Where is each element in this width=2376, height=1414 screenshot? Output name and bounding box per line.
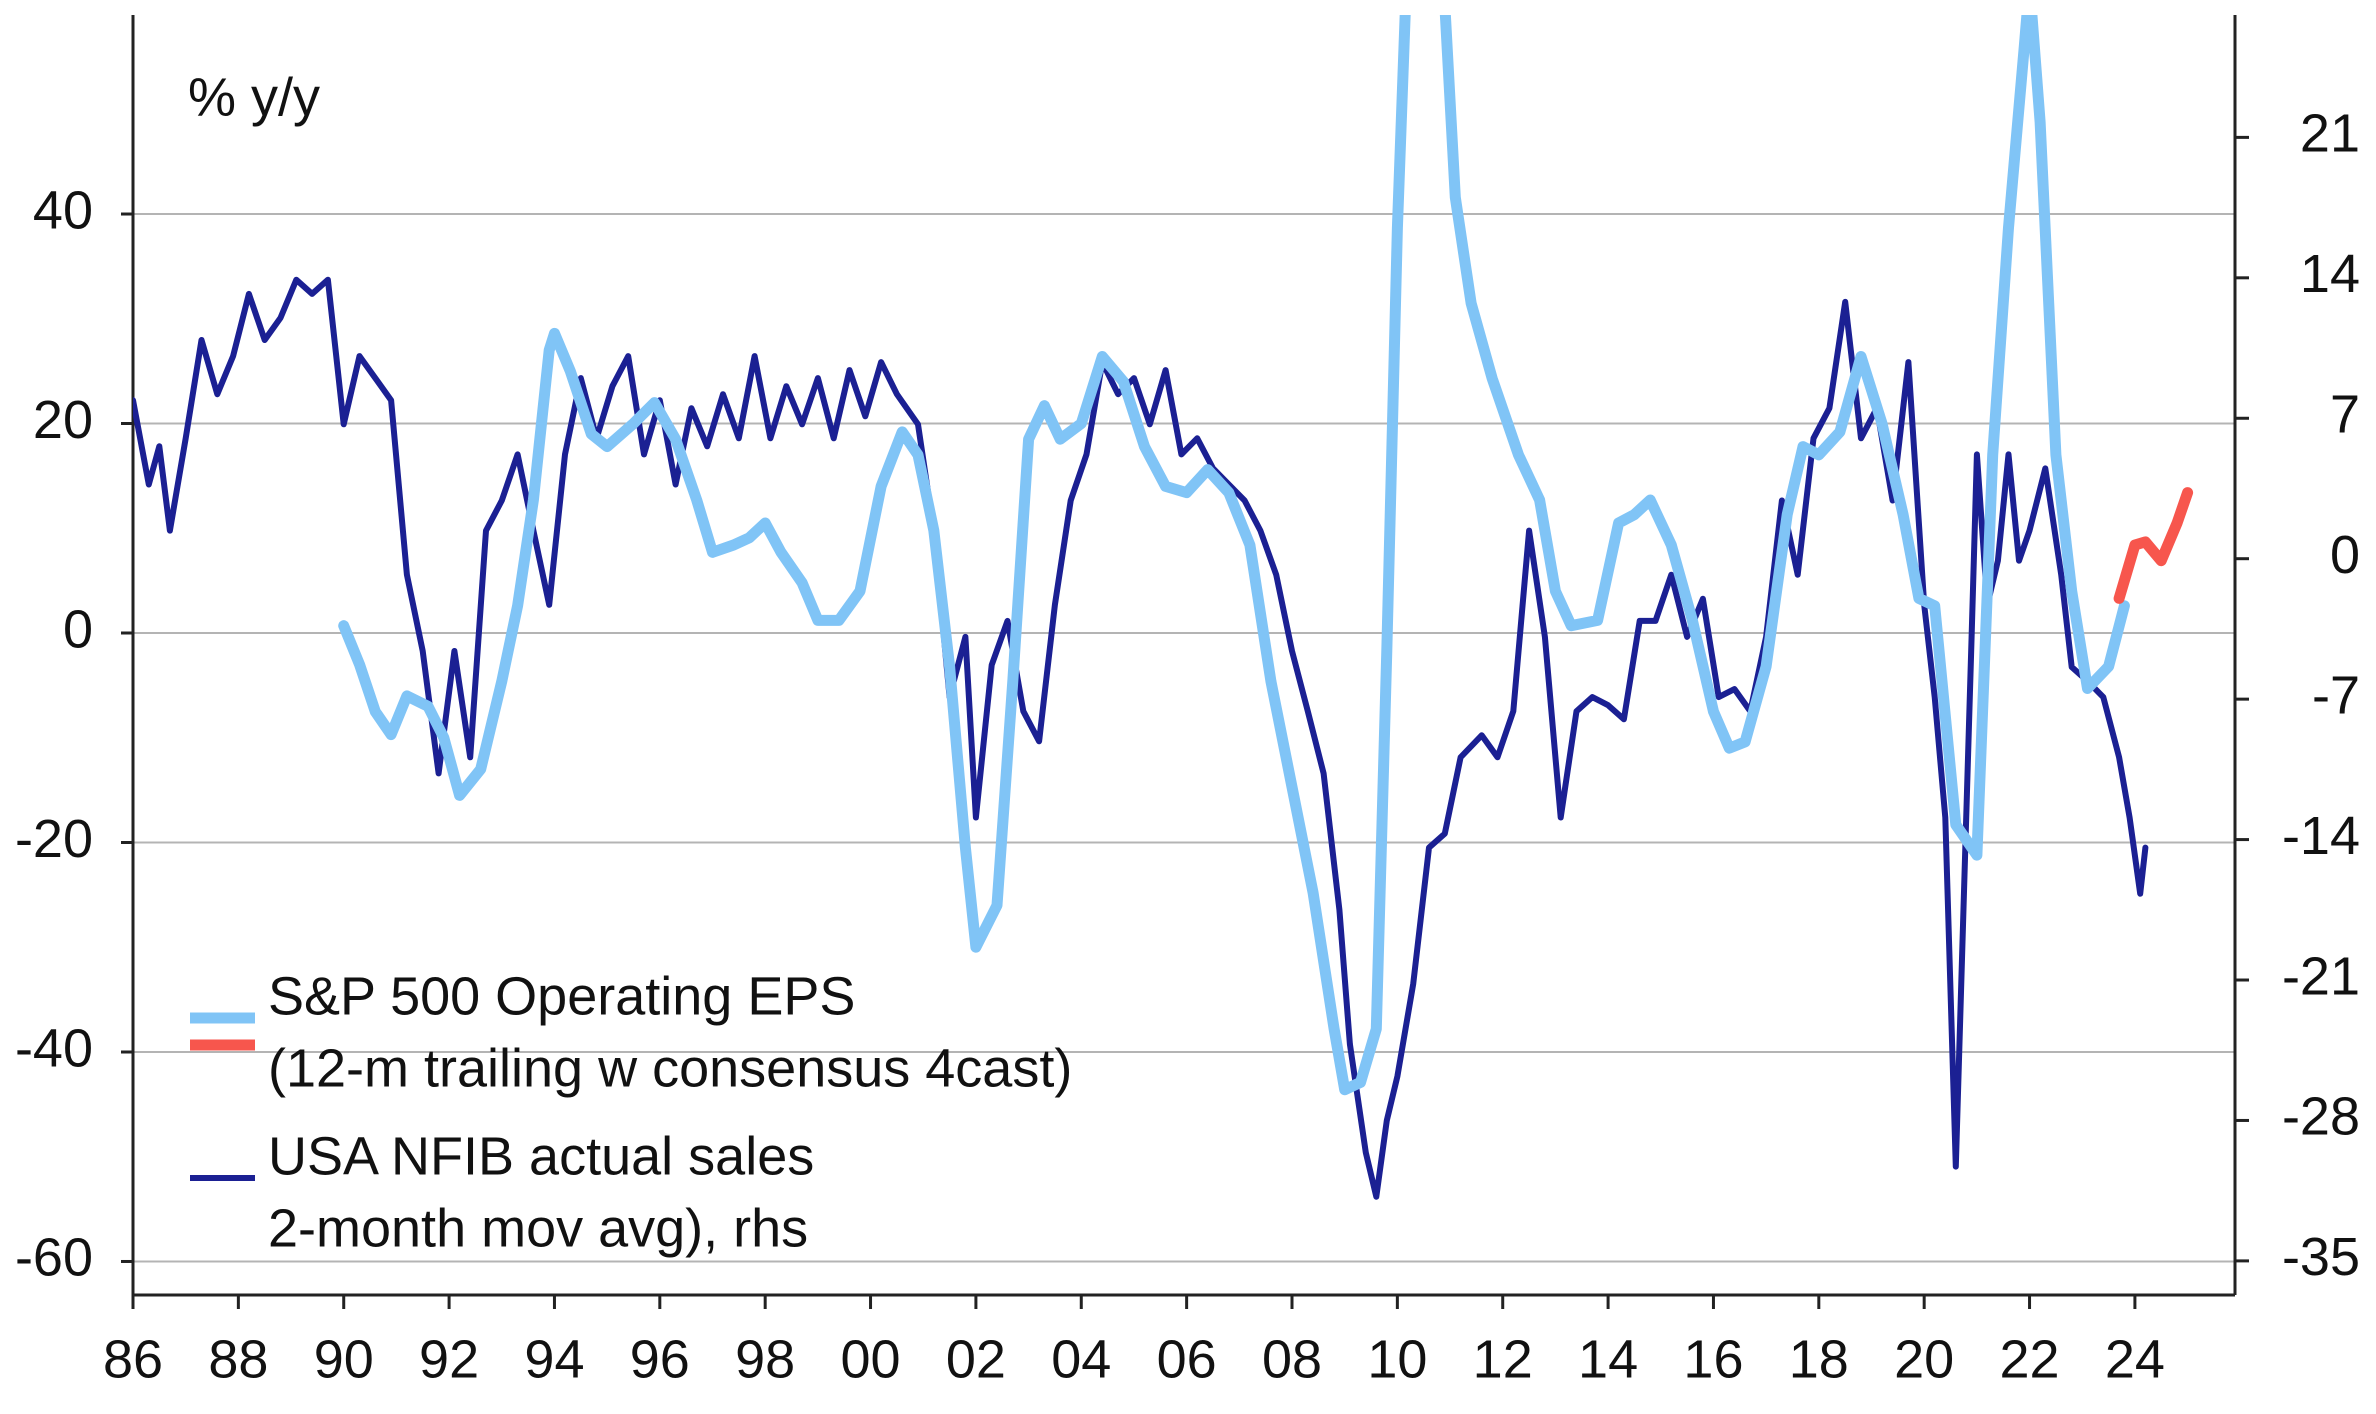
- legend-label: (12-m trailing w consensus 4cast): [268, 1038, 1072, 1098]
- x-tick-label: 10: [1367, 1329, 1427, 1389]
- y2-tick-label: 21: [2300, 104, 2360, 164]
- y2-tick-label: -7: [2312, 665, 2360, 725]
- x-tick-label: 16: [1683, 1329, 1743, 1389]
- y2-tick-label: 14: [2300, 244, 2360, 304]
- legend-label: S&P 500 Operating EPS: [268, 966, 855, 1026]
- y-tick-label: 40: [33, 180, 93, 240]
- y2-tick-label: -28: [2282, 1087, 2360, 1147]
- y-tick-label: -40: [15, 1018, 93, 1078]
- y2-tick-label: 7: [2330, 385, 2360, 445]
- x-tick-label: 22: [2000, 1329, 2060, 1389]
- series-line: [338, 15, 2130, 1096]
- series-line: [133, 276, 2149, 1200]
- x-tick-label: 94: [524, 1329, 584, 1389]
- x-tick-label: 86: [103, 1329, 163, 1389]
- x-tick-label: 98: [735, 1329, 795, 1389]
- x-tick-label: 06: [1157, 1329, 1217, 1389]
- x-tick-label: 20: [1894, 1329, 1954, 1389]
- legend-label: USA NFIB actual sales: [268, 1126, 814, 1186]
- x-tick-label: 96: [630, 1329, 690, 1389]
- x-tick-label: 00: [841, 1329, 901, 1389]
- x-tick-label: 90: [314, 1329, 374, 1389]
- x-tick-label: 02: [946, 1329, 1006, 1389]
- y-axis-unit: % y/y: [188, 67, 320, 127]
- x-tick-label: 12: [1473, 1329, 1533, 1389]
- x-tick-label: 04: [1051, 1329, 1111, 1389]
- plot-area: [133, 15, 2194, 1200]
- x-tick-label: 18: [1789, 1329, 1849, 1389]
- x-tick-label: 88: [208, 1329, 268, 1389]
- series-line: [2113, 487, 2194, 604]
- y2-tick-label: -21: [2282, 946, 2360, 1006]
- y-tick-label: -20: [15, 809, 93, 869]
- x-tick-label: 14: [1578, 1329, 1638, 1389]
- x-tick-label: 24: [2105, 1329, 2165, 1389]
- y-tick-label: 0: [63, 599, 93, 659]
- y2-tick-label: -35: [2282, 1227, 2360, 1287]
- x-tick-label: 92: [419, 1329, 479, 1389]
- y-tick-label: 20: [33, 390, 93, 450]
- legend-label: 2-month mov avg), rhs: [268, 1198, 808, 1258]
- y-tick-label: -60: [15, 1228, 93, 1288]
- y2-tick-label: -14: [2282, 806, 2360, 866]
- x-tick-label: 08: [1262, 1329, 1322, 1389]
- y2-tick-label: 0: [2330, 525, 2360, 585]
